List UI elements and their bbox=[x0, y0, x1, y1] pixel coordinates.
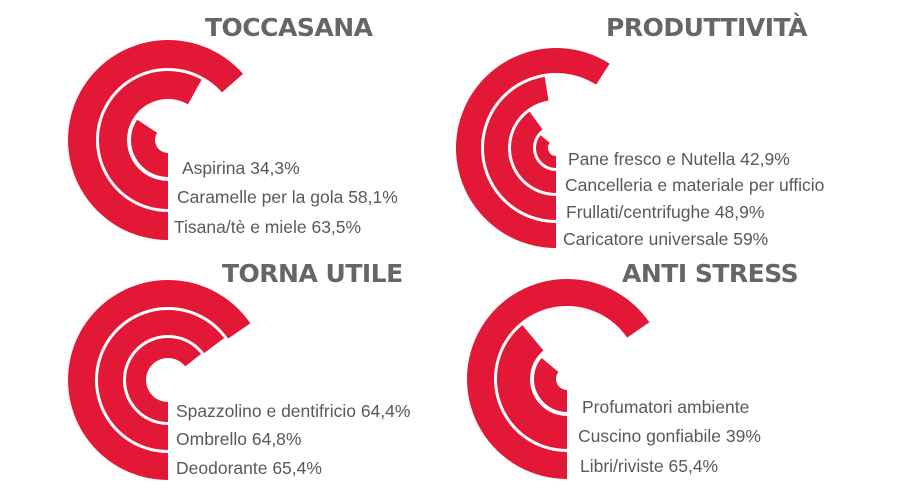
ring-label: Frullati/centrifughe 48,9% bbox=[566, 202, 765, 222]
ring-label: Aspirina 34,3% bbox=[182, 158, 300, 178]
ring-label: Ombrello 64,8% bbox=[176, 429, 302, 449]
ring-arc bbox=[536, 135, 556, 168]
ring-arc bbox=[534, 357, 567, 412]
panel-title: TORNA UTILE bbox=[222, 259, 403, 288]
ring-label: Profumatori ambiente bbox=[582, 397, 750, 417]
ring-arc bbox=[497, 325, 567, 449]
ring-arc bbox=[98, 70, 202, 209]
ring-label: Cancelleria e materiale per ufficio bbox=[565, 175, 825, 195]
ring-label: Spazzolino e dentifricio 64,4% bbox=[176, 401, 411, 421]
panel-title: TOCCASANA bbox=[205, 13, 373, 42]
ring-label: Pane fresco e Nutella 42,9% bbox=[568, 149, 790, 169]
ring-arc bbox=[511, 111, 556, 193]
ring-label: Libri/riviste 65,4% bbox=[580, 456, 719, 476]
ring-label: Caricatore universale 59% bbox=[563, 229, 769, 249]
ring-arc bbox=[483, 76, 556, 220]
ring-arc bbox=[67, 39, 244, 240]
ring-label: Caramelle per la gola 58,1% bbox=[177, 187, 398, 207]
ring-label: Tisana/tè e miele 63,5% bbox=[174, 217, 362, 237]
ring-arc bbox=[98, 310, 225, 450]
ring-label: Deodorante 65,4% bbox=[176, 458, 322, 478]
ring-label: Cuscino gonfiabile 39% bbox=[578, 426, 761, 446]
ring-arc bbox=[456, 47, 610, 248]
ring-arc bbox=[125, 337, 202, 422]
ring-arc bbox=[467, 279, 650, 479]
ring-arc bbox=[67, 279, 251, 480]
panel-title: ANTI STRESS bbox=[622, 259, 799, 288]
panel-title: PRODUTTIVITÀ bbox=[606, 13, 807, 42]
ring-arc bbox=[131, 119, 168, 177]
